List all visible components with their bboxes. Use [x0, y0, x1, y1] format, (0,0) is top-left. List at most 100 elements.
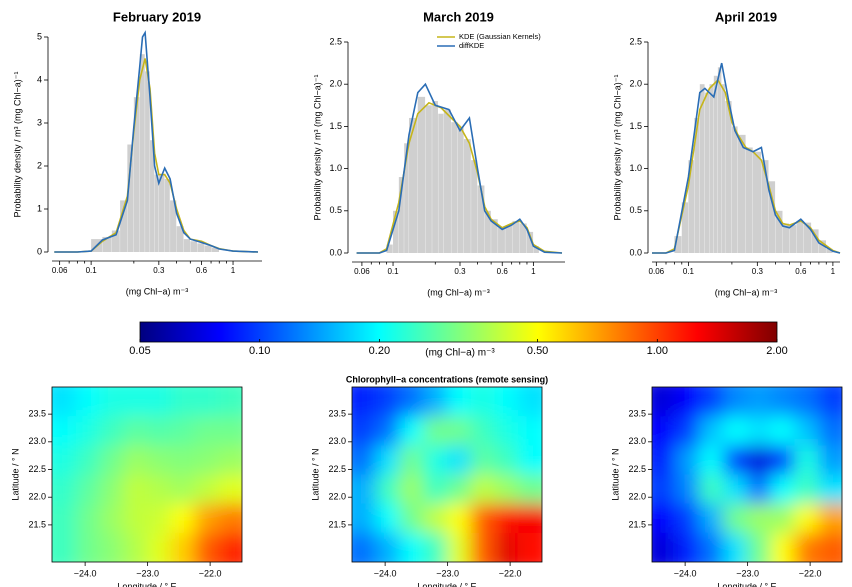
histogram-bar [491, 219, 498, 253]
heatmap-cell [99, 416, 124, 446]
heatmap-cell [699, 387, 724, 417]
histogram-bar [681, 202, 689, 253]
heatmap-cell [747, 387, 772, 417]
heatmap-cell [52, 503, 77, 534]
x-axis-title: Longitude / ° E [417, 581, 476, 587]
heatmap-cell [52, 387, 77, 417]
x-tick-label: 0.1 [86, 266, 98, 275]
heatmap-cell [494, 474, 519, 505]
heatmap-cell [818, 532, 842, 562]
heatmap-inner [352, 387, 542, 562]
x-tick-label: 0.3 [752, 267, 764, 276]
heatmap-cell [494, 445, 519, 475]
x-tick-label: −23.0 [736, 568, 759, 578]
y-tick-label: 1.0 [329, 163, 342, 173]
heatmap-cell [470, 445, 495, 475]
heatmap-cell [399, 445, 424, 475]
histogram-bar [457, 126, 464, 253]
heatmap-cell [123, 474, 148, 505]
heatmap-cell [652, 387, 677, 417]
histogram-bar [127, 144, 134, 252]
heatmap-cell [770, 503, 795, 534]
map-frame [351, 386, 543, 563]
colorbar-tick-label: 0.10 [249, 345, 270, 357]
heatmap-cell [723, 416, 748, 446]
heatmap-cell [675, 416, 700, 446]
colorbar-tick-label: 1.00 [647, 345, 668, 357]
heatmap-cell [747, 532, 772, 562]
heatmap-cell [494, 503, 519, 534]
y-tick-label: 2 [37, 160, 42, 170]
histogram-bar [713, 75, 718, 253]
y-tick-label: 2.5 [629, 36, 642, 46]
heatmap-cell [470, 503, 495, 534]
heatmap-cell [147, 387, 172, 417]
histogram-bar [731, 126, 738, 253]
histogram-bar [443, 109, 451, 254]
heatmap-cell [747, 416, 772, 446]
y-tick-label: 2.0 [329, 79, 342, 89]
heatmap-cell [675, 532, 700, 562]
heatmap-cell [723, 532, 748, 562]
heatmap-cell [75, 503, 100, 534]
heatmap-cell [747, 445, 772, 475]
histogram-bar [471, 160, 478, 253]
histogram-bar [811, 229, 819, 253]
heatmap-cell [194, 532, 219, 562]
heatmap-cell [518, 503, 542, 534]
heatmap-cell [218, 387, 242, 417]
heatmap-cell [470, 387, 495, 417]
heatmap-cell [770, 474, 795, 505]
x-tick-label: 0.3 [454, 267, 466, 276]
histogram-bar [438, 113, 444, 254]
histogram-bar [782, 223, 790, 253]
heatmap-cell [699, 474, 724, 505]
heatmap-cell [770, 532, 795, 562]
heatmap-cell [423, 503, 448, 534]
y-axis-title: Probability density / m³ (mg Chl−a)⁻¹ [612, 74, 622, 220]
histogram-bar [512, 220, 520, 253]
histogram-bar [737, 134, 746, 253]
y-tick-label: 22.0 [28, 492, 46, 502]
x-tick-label: 0.06 [354, 267, 370, 276]
y-tick-label: 23.5 [628, 409, 646, 419]
histogram-bar [694, 117, 700, 254]
histogram-bar [484, 210, 491, 253]
heatmap-cell [52, 445, 77, 475]
x-tick-label: −24.0 [374, 568, 397, 578]
y-axis-title: Probability density / m³ (mg Chl−a)⁻¹ [312, 74, 322, 220]
histogram-bar [519, 223, 527, 253]
x-axis-title: (mg Chl−a) m⁻³ [715, 287, 778, 297]
heatmap-cell [675, 474, 700, 505]
histogram-bar [533, 246, 539, 253]
histogram-bar [425, 105, 432, 253]
heatmap-cell [194, 416, 219, 446]
histogram-bar [183, 239, 191, 252]
heatmap-cell [794, 445, 819, 475]
x-axis-title: Longitude / ° E [117, 581, 176, 587]
heatmap-cell [194, 474, 219, 505]
histogram-bar [154, 174, 159, 252]
histogram-bar [451, 122, 458, 254]
chart-title: March 2019 [423, 9, 494, 24]
x-tick-label: −22.0 [499, 568, 522, 578]
heatmap-cell [352, 416, 377, 446]
y-tick-label: 0.0 [329, 247, 342, 257]
heatmap-cell [518, 532, 542, 562]
heatmap-cell [352, 474, 377, 505]
y-tick-label: 22.0 [628, 492, 646, 502]
heatmap-cell [147, 474, 172, 505]
heatmap-cell [375, 532, 400, 562]
heatmap-cell [375, 503, 400, 534]
histogram-bar [753, 151, 762, 253]
heatmap-cell [818, 503, 842, 534]
heatmap-cell [447, 503, 472, 534]
heatmap-cell [218, 416, 242, 446]
heatmap-cell [52, 474, 77, 505]
x-tick-label: −23.0 [136, 568, 159, 578]
histogram-bar [725, 101, 732, 253]
heatmap-cell [470, 474, 495, 505]
heatmap-cell [75, 445, 100, 475]
heatmap-cell [194, 387, 219, 417]
